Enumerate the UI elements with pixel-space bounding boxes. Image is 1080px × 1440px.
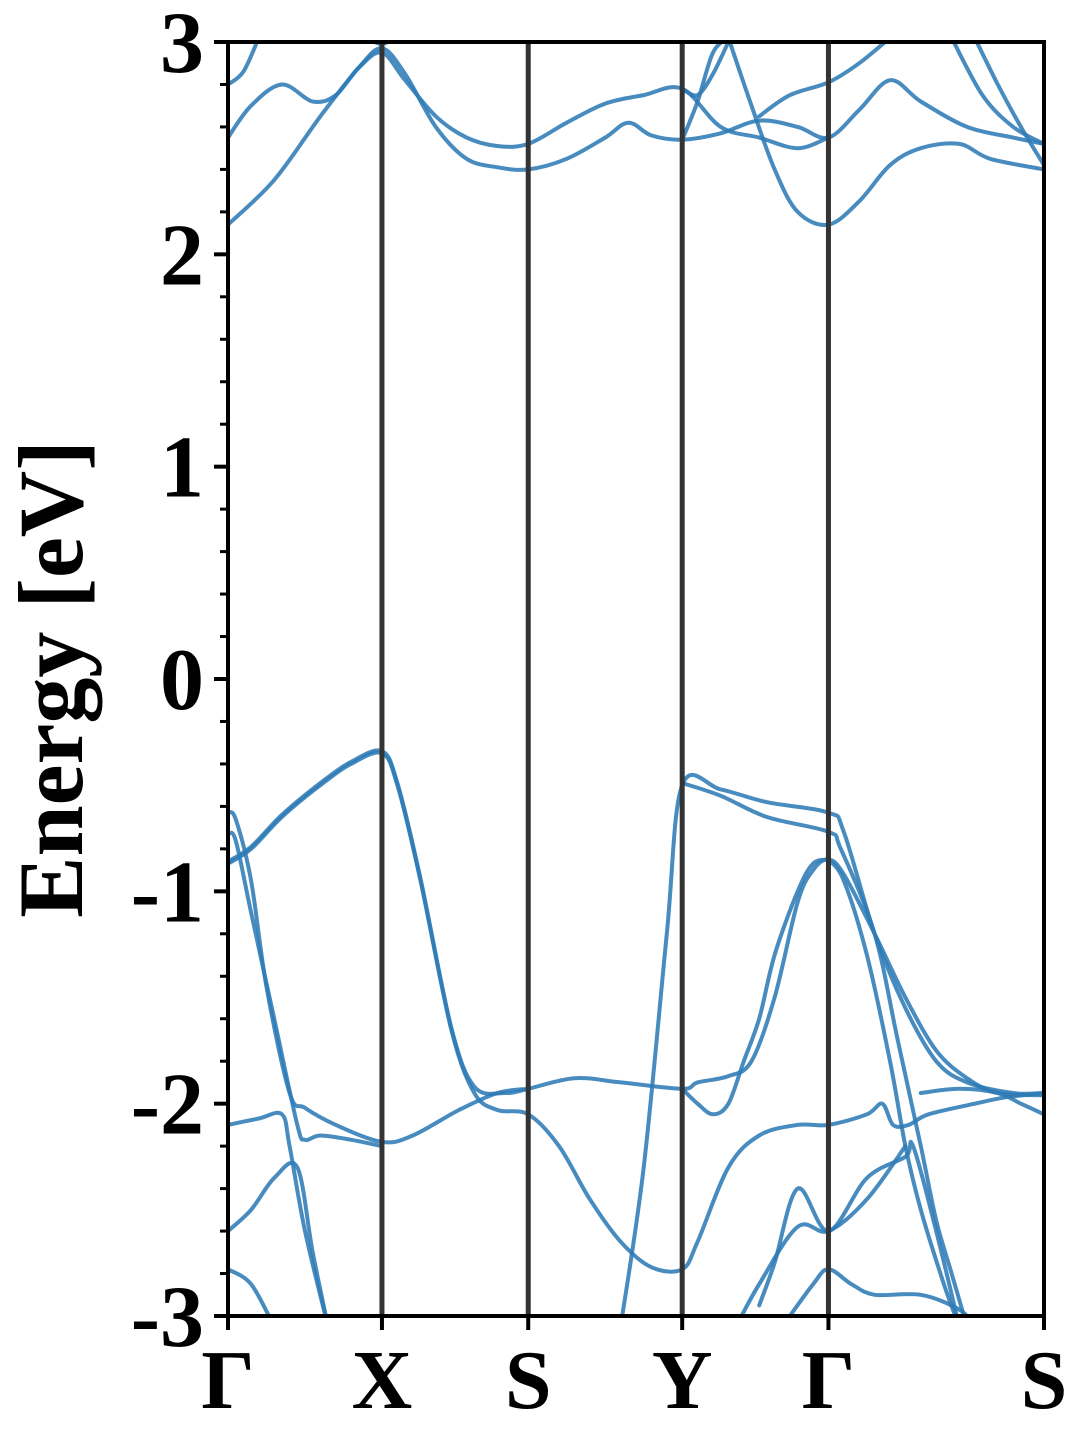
band-line-2 — [228, 748, 1044, 1098]
band-line-17 — [228, 50, 831, 151]
bands-layer — [228, 42, 1044, 1316]
band-line-18 — [228, 42, 260, 87]
band-line-24 — [951, 42, 1044, 146]
band-line-3 — [228, 810, 531, 1145]
band-line-1 — [228, 750, 1044, 1274]
x-tick-label: Γ — [201, 1334, 254, 1427]
band-line-21 — [680, 42, 731, 98]
band-line-13 — [739, 1144, 908, 1316]
y-tick-label: -3 — [131, 1269, 204, 1366]
y-tick-label: 3 — [160, 0, 204, 92]
band-line-6 — [680, 781, 967, 1316]
band-line-5 — [620, 772, 1044, 1316]
x-tick-label: X — [352, 1334, 413, 1427]
band-line-11 — [228, 1267, 272, 1316]
band-line-10 — [228, 1160, 328, 1316]
band-line-4 — [228, 830, 384, 1149]
band-line-14 — [787, 1267, 970, 1316]
x-tick-label: S — [1021, 1334, 1068, 1427]
band-line-7 — [826, 857, 958, 1316]
band-line-25 — [974, 42, 1044, 168]
x-tick-label: Γ — [802, 1334, 855, 1427]
band-line-23 — [757, 42, 889, 119]
band-line-8 — [680, 857, 831, 1117]
plot-frame — [226, 40, 1046, 1318]
band-line-9 — [228, 1110, 328, 1316]
y-tick-label: 0 — [160, 632, 204, 729]
y-tick-label: -2 — [131, 1057, 204, 1154]
y-axis-ticks: -3 -2 -1 0 1 2 3 — [131, 0, 228, 1366]
y-tick-label: -1 — [131, 844, 204, 941]
band-line-15 — [918, 1086, 1044, 1117]
x-tick-label: S — [505, 1334, 552, 1427]
band-line-22 — [727, 42, 1044, 227]
x-tick-label: Y — [652, 1334, 713, 1427]
y-axis-label: Energy [eV] — [0, 440, 102, 918]
kpath-lines — [379, 42, 831, 1316]
y-tick-label: 1 — [160, 420, 204, 517]
y-tick-label: 2 — [160, 207, 204, 304]
band-line-12 — [757, 1139, 959, 1316]
